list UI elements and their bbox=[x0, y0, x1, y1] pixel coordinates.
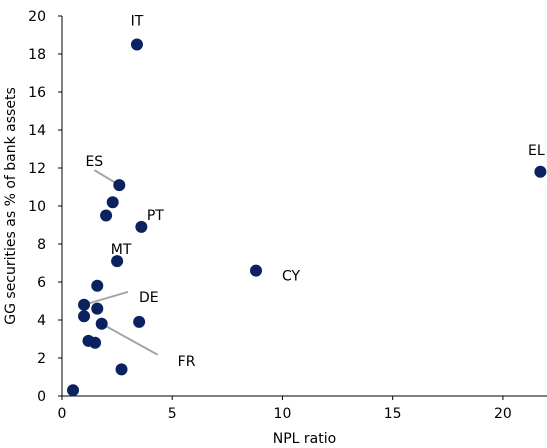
data-point bbox=[534, 165, 547, 178]
leader-line bbox=[83, 290, 129, 306]
data-point bbox=[250, 264, 262, 277]
point-label: PT bbox=[147, 208, 164, 224]
axes bbox=[61, 16, 547, 397]
data-point bbox=[133, 315, 146, 328]
data-point bbox=[135, 220, 148, 233]
point-label: ES bbox=[85, 154, 103, 170]
data-point bbox=[91, 302, 104, 315]
point-label: FR bbox=[178, 354, 196, 370]
point-label: EL bbox=[528, 143, 545, 159]
data-point bbox=[78, 298, 91, 311]
y-tick-label: 10 bbox=[28, 199, 46, 215]
x-axis-title: NPL ratio bbox=[273, 431, 336, 447]
y-tick-label: 2 bbox=[37, 351, 46, 367]
y-tick-label: 12 bbox=[28, 161, 46, 177]
data-point bbox=[115, 363, 128, 376]
data-points bbox=[67, 38, 547, 397]
y-tick-label: 6 bbox=[37, 275, 46, 291]
y-tick-label: 8 bbox=[37, 237, 46, 253]
y-tick-label: 4 bbox=[37, 313, 46, 329]
data-point bbox=[91, 279, 104, 292]
point-label: DE bbox=[139, 290, 159, 306]
data-point bbox=[95, 317, 108, 330]
data-point bbox=[111, 255, 124, 268]
y-tick-label: 18 bbox=[28, 47, 46, 63]
data-point bbox=[67, 384, 80, 397]
y-axis-title: GG securities as % of bank assets bbox=[3, 87, 19, 325]
data-point bbox=[100, 209, 113, 222]
x-tick-label: 10 bbox=[274, 406, 292, 422]
x-tick-label: 15 bbox=[384, 406, 402, 422]
point-label: IT bbox=[131, 14, 144, 30]
point-label: CY bbox=[282, 269, 301, 285]
y-tick-label: 14 bbox=[28, 123, 46, 139]
point-labels: IT EL ES PT MT CY DE FR bbox=[85, 14, 544, 370]
x-tick-label: 0 bbox=[58, 406, 67, 422]
data-point bbox=[78, 310, 91, 323]
tick-labels: 0 5 10 15 20 0 2 4 6 8 10 12 14 16 18 20 bbox=[28, 9, 512, 422]
data-point bbox=[89, 336, 102, 349]
point-label: MT bbox=[111, 242, 132, 258]
data-point bbox=[130, 38, 143, 51]
x-tick-label: 5 bbox=[168, 406, 177, 422]
data-point bbox=[106, 196, 119, 209]
y-tick-label: 20 bbox=[28, 9, 46, 25]
x-tick-label: 20 bbox=[494, 406, 512, 422]
leader-line bbox=[101, 322, 159, 356]
data-point bbox=[113, 179, 126, 192]
y-tick-label: 0 bbox=[37, 389, 46, 405]
y-tick-label: 16 bbox=[28, 85, 46, 101]
